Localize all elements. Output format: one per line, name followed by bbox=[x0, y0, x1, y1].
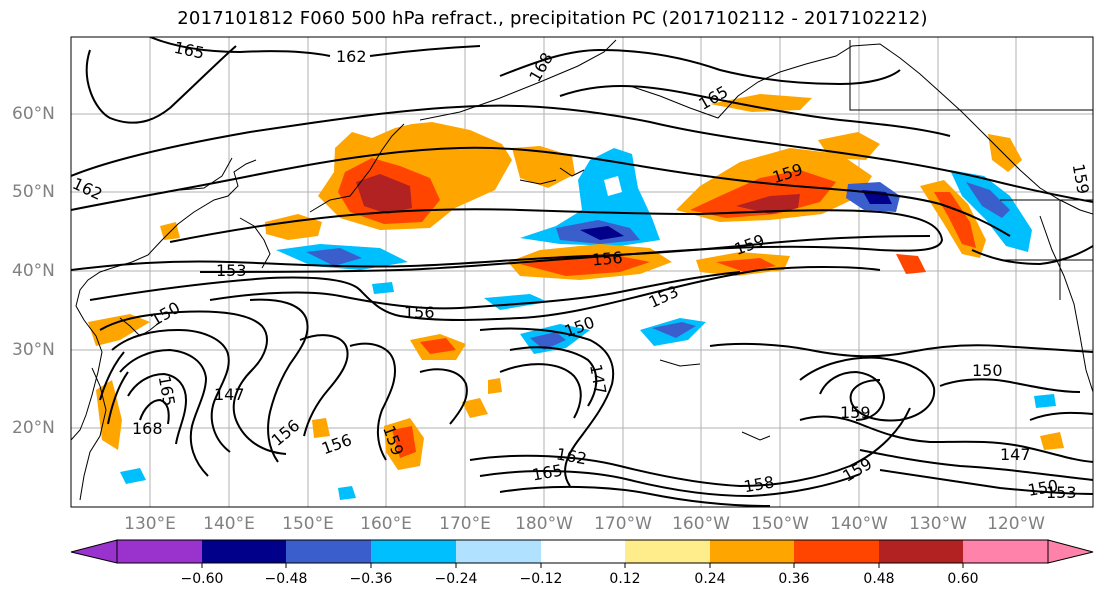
precip-area-lightblue bbox=[372, 282, 394, 294]
colorbar-tick-label: 0.60 bbox=[947, 571, 979, 587]
colorbar-tick-label: 0.12 bbox=[609, 571, 641, 587]
contour-label: 159 bbox=[840, 403, 871, 422]
colorbar-segment bbox=[371, 540, 456, 563]
coastlines bbox=[71, 39, 1093, 501]
map-title: 2017101812 F060 500 hPa refract., precip… bbox=[177, 8, 928, 29]
contour-label: 150 bbox=[972, 361, 1003, 380]
lon-label: 160°E bbox=[360, 514, 412, 534]
lon-label: 160°W bbox=[672, 514, 730, 534]
precip-area-red bbox=[420, 338, 456, 354]
refractivity-contours bbox=[71, 37, 1093, 507]
precip-area-lightblue bbox=[1034, 394, 1056, 408]
lat-label: 30°N bbox=[12, 340, 55, 360]
colorbar-tick-label: −0.24 bbox=[434, 571, 478, 587]
precip-area-red bbox=[392, 426, 416, 458]
lon-label: 150°E bbox=[282, 514, 334, 534]
colorbar-segment bbox=[625, 540, 710, 563]
colorbar-segment bbox=[286, 540, 371, 563]
precip-area-orange bbox=[488, 378, 502, 394]
colorbar-segment bbox=[879, 540, 963, 563]
contour-label: 147 bbox=[1000, 445, 1031, 464]
contour-label: 168 bbox=[132, 419, 163, 438]
colorbar-extend-high bbox=[1047, 539, 1094, 564]
contour-label: 153 bbox=[1046, 483, 1077, 502]
lon-label: 140°W bbox=[830, 514, 888, 534]
lon-label: 130°E bbox=[124, 514, 176, 534]
colorbar-segment bbox=[963, 540, 1048, 563]
lat-label: 20°N bbox=[12, 418, 55, 438]
colorbar-segment bbox=[710, 540, 794, 563]
precip-area-paleblue bbox=[604, 176, 622, 196]
colorbar-segment bbox=[202, 540, 286, 563]
lon-label: 120°W bbox=[987, 514, 1045, 534]
colorbar bbox=[70, 539, 1094, 568]
lon-label: 170°W bbox=[594, 514, 652, 534]
lat-label: 50°N bbox=[12, 182, 55, 202]
precip-area-blue bbox=[306, 248, 362, 266]
map-frame bbox=[70, 36, 1094, 508]
precip-area-lightblue bbox=[120, 468, 146, 484]
precip-area-red bbox=[716, 258, 776, 272]
precip-area-darkred bbox=[736, 194, 800, 214]
colorbar-tick-label: 0.48 bbox=[863, 571, 895, 587]
precip-area-lightblue bbox=[338, 486, 356, 500]
lon-label: 170°E bbox=[439, 514, 491, 534]
lon-label: 130°W bbox=[909, 514, 967, 534]
precip-area-blue bbox=[530, 332, 566, 350]
map-panel: 165 162 168 165 162 159 153 156 159 156 … bbox=[70, 36, 1094, 508]
colorbar-segment bbox=[794, 540, 879, 563]
colorbar-extend-low bbox=[70, 539, 118, 564]
contour-label: 153 bbox=[216, 261, 247, 280]
precip-area-darkred bbox=[356, 174, 412, 214]
lon-label: 140°E bbox=[203, 514, 255, 534]
precip-area-orange bbox=[1040, 432, 1064, 450]
precip-area-orange bbox=[88, 314, 150, 346]
contour-label: 162 bbox=[336, 47, 367, 66]
lat-label: 60°N bbox=[12, 104, 55, 124]
colorbar-tick-label: 0.24 bbox=[694, 571, 726, 587]
colorbar-tick-label: −0.48 bbox=[264, 571, 308, 587]
colorbar-segment bbox=[541, 540, 625, 563]
colorbar-tick-label: 0.36 bbox=[778, 571, 810, 587]
precip-area-lightblue bbox=[520, 148, 660, 246]
precip-area-orange bbox=[896, 254, 926, 274]
precip-area-orange bbox=[512, 146, 575, 188]
precip-area-blue bbox=[652, 322, 696, 338]
colorbar-tick-label: −0.36 bbox=[349, 571, 393, 587]
precip-area-orange bbox=[988, 134, 1022, 172]
colorbar-tick-label: −0.60 bbox=[180, 571, 224, 587]
lat-label: 40°N bbox=[12, 261, 55, 281]
colorbar-segment bbox=[456, 540, 541, 563]
contour-label: 147 bbox=[214, 385, 245, 404]
precip-area-orange bbox=[818, 132, 880, 160]
contour-label: 156 bbox=[591, 248, 623, 270]
lon-label: 150°W bbox=[751, 514, 809, 534]
precip-area-navy bbox=[580, 226, 624, 240]
precip-area-orange bbox=[312, 418, 330, 438]
lon-label: 180°W bbox=[515, 514, 573, 534]
colorbar-tick-label: −0.12 bbox=[519, 571, 563, 587]
precip-area-orange bbox=[710, 94, 812, 112]
precip-area-blue bbox=[966, 182, 1010, 218]
precip-area-orange bbox=[462, 398, 488, 418]
colorbar-frame bbox=[116, 539, 1049, 564]
contour-label: 156 bbox=[404, 303, 435, 322]
precip-area-red bbox=[690, 170, 836, 218]
colorbar-segment bbox=[117, 540, 202, 563]
